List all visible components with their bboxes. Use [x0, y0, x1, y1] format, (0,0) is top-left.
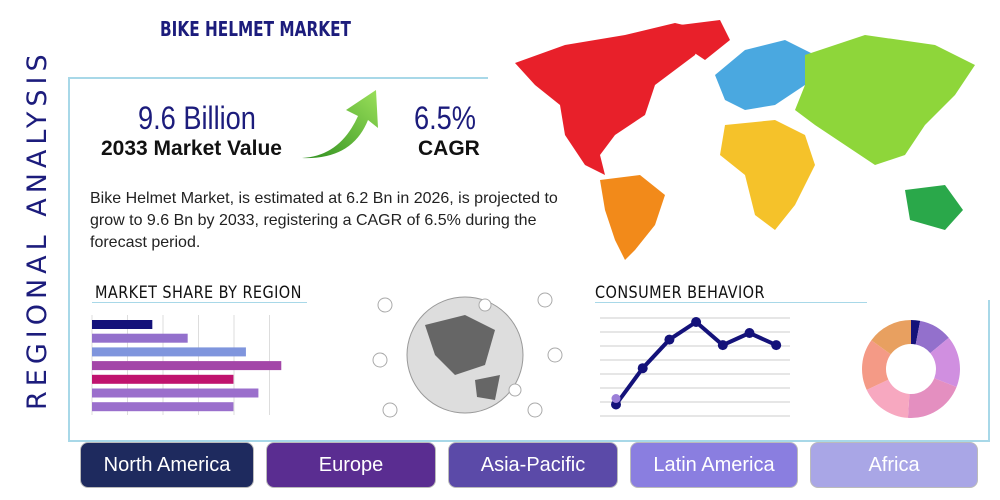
page-title: BIKE HELMET MARKET	[160, 17, 351, 41]
data-point	[637, 363, 648, 374]
australia	[905, 185, 963, 230]
frame-left	[68, 77, 70, 442]
description: Bike Helmet Market, is estimated at 6.2 …	[90, 190, 558, 251]
frame-right	[988, 300, 990, 442]
side-title: REGIONAL ANALYSIS	[22, 49, 53, 410]
bar	[92, 402, 234, 412]
divider	[92, 302, 307, 303]
world-map	[515, 20, 975, 260]
market-value: 9.6 Billion	[138, 100, 256, 136]
bar-chart	[91, 315, 282, 415]
cagr-label: CAGR	[418, 137, 480, 160]
market-value-label: 2033 Market Value	[101, 137, 282, 160]
africa	[720, 120, 815, 230]
europe	[715, 40, 815, 110]
donut-slice	[871, 320, 911, 355]
bar	[92, 333, 188, 343]
data-point	[717, 340, 728, 351]
cagr-value: 6.5%	[414, 100, 476, 136]
donut-slice	[866, 379, 910, 418]
bar	[92, 320, 153, 329]
region-label: Latin America	[653, 453, 775, 476]
donut-slice	[862, 340, 891, 390]
north-america	[515, 23, 705, 175]
donut-slice	[907, 378, 957, 418]
greenland	[680, 20, 730, 60]
donut-slice	[930, 337, 960, 388]
bar	[92, 388, 259, 398]
line-chart	[600, 317, 790, 417]
region-label: Africa	[868, 453, 920, 476]
region-button-latin-america[interactable]: Latin America	[630, 442, 798, 488]
donut-slice	[915, 320, 949, 354]
donut-slice	[911, 320, 921, 345]
bar	[92, 347, 246, 357]
consumer-behavior-title: CONSUMER BEHAVIOR	[595, 283, 765, 303]
data-point	[744, 328, 755, 338]
region-button-africa[interactable]: Africa	[810, 442, 978, 488]
frame-bottom	[68, 440, 990, 442]
divider	[595, 302, 867, 303]
asia	[795, 35, 975, 165]
region-button-europe[interactable]: Europe	[266, 442, 436, 488]
donut-chart	[862, 320, 960, 418]
region-button-north-america[interactable]: North America	[80, 442, 254, 488]
region-label: Europe	[318, 453, 384, 476]
bar	[92, 361, 282, 371]
data-point	[664, 334, 675, 345]
data-point	[691, 317, 702, 327]
south-america	[600, 175, 665, 260]
data-point	[771, 340, 782, 351]
market-share-title: MARKET SHARE BY REGION	[95, 283, 302, 303]
region-label: North America	[103, 453, 231, 476]
data-point	[611, 394, 621, 403]
bar	[92, 374, 234, 384]
globe-network-icon	[372, 292, 563, 418]
frame-top	[68, 77, 488, 79]
growth-arrow-icon	[302, 90, 378, 159]
region-button-asia-pacific[interactable]: Asia-Pacific	[448, 442, 618, 488]
region-label: Asia-Pacific	[480, 453, 586, 476]
